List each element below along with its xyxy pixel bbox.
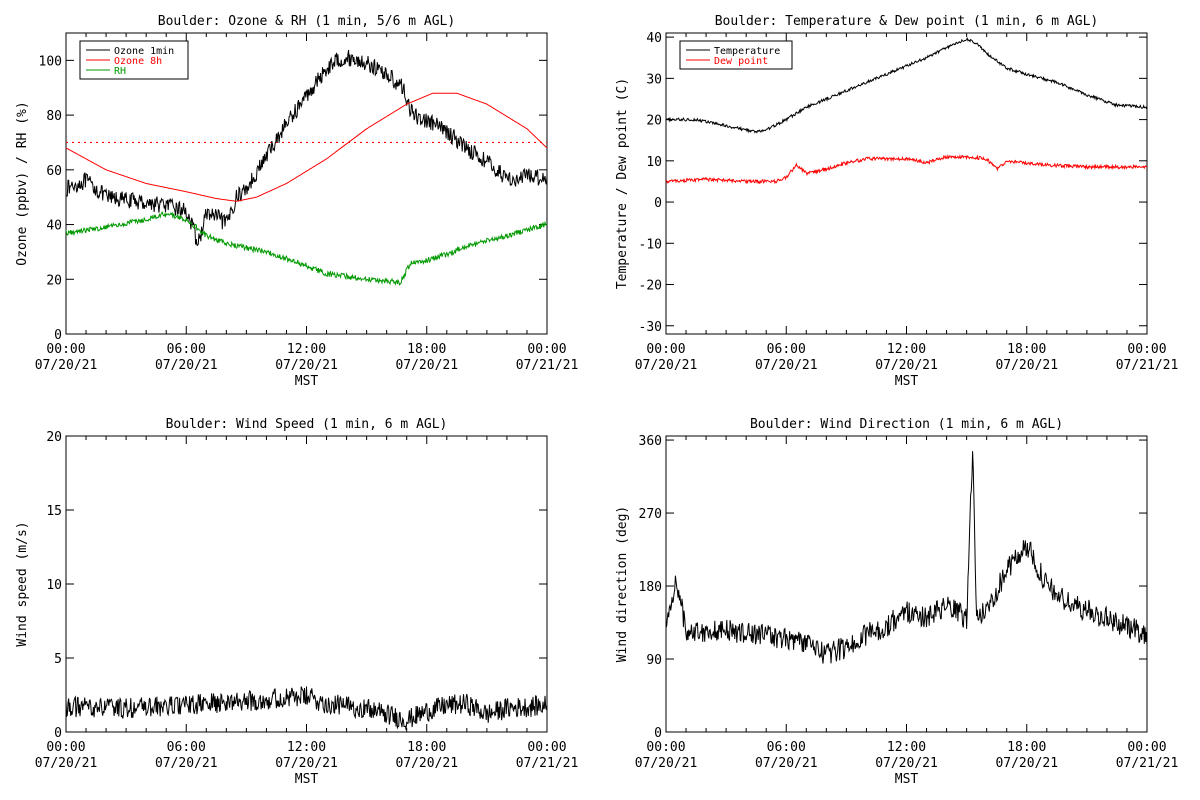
chart-title: Boulder: Wind Speed (1 min, 6 m AGL) xyxy=(166,417,448,432)
x-tick-date-label: 07/20/21 xyxy=(755,756,818,771)
y-tick-label: 60 xyxy=(46,164,62,179)
series-line-ozone-8h xyxy=(65,92,548,202)
x-tick-date-label: 07/21/21 xyxy=(516,756,579,771)
y-tick-label: -20 xyxy=(639,279,662,294)
legend-label: RH xyxy=(114,66,126,77)
x-tick-time-label: 00:00 xyxy=(46,740,85,755)
x-tick-time-label: 18:00 xyxy=(407,342,446,357)
x-tick-time-label: 00:00 xyxy=(1127,740,1166,755)
x-tick-time-label: 00:00 xyxy=(646,740,685,755)
y-tick-label: 15 xyxy=(46,504,62,519)
x-tick-time-label: 06:00 xyxy=(767,740,806,755)
y-tick-label: 0 xyxy=(54,726,62,741)
x-tick-date-label: 07/20/21 xyxy=(995,358,1058,373)
y-tick-label: 0 xyxy=(54,328,62,343)
y-tick-label: 90 xyxy=(646,653,662,668)
y-tick-label: -10 xyxy=(639,237,662,252)
x-axis-label: MST xyxy=(895,772,919,787)
legend-box xyxy=(679,40,793,70)
chart-title: Boulder: Temperature & Dew point (1 min,… xyxy=(715,14,1099,29)
y-tick-label: 0 xyxy=(654,726,662,741)
plot-frame xyxy=(665,435,1148,733)
x-tick-time-label: 00:00 xyxy=(46,342,85,357)
x-tick-date-label: 07/20/21 xyxy=(875,358,938,373)
x-axis-label: MST xyxy=(295,374,319,389)
legend-label: Temperature xyxy=(714,46,780,57)
x-tick-date-label: 07/20/21 xyxy=(755,358,818,373)
plot-frame xyxy=(665,32,1148,335)
series-line-data xyxy=(65,686,548,730)
x-tick-time-label: 00:00 xyxy=(527,740,566,755)
x-tick-date-label: 07/20/21 xyxy=(275,756,338,771)
x-tick-time-label: 06:00 xyxy=(767,342,806,357)
x-tick-time-label: 06:00 xyxy=(167,740,206,755)
y-axis-label: Wind speed (m/s) xyxy=(15,521,30,646)
x-tick-time-label: 12:00 xyxy=(287,740,326,755)
y-tick-label: -30 xyxy=(639,320,662,335)
chart-title: Boulder: Wind Direction (1 min, 6 m AGL) xyxy=(750,417,1063,432)
chart-panel-3: Boulder: Wind Speed (1 min, 6 m AGL) 0 5 10… xyxy=(15,417,578,787)
legend-label: Dew point xyxy=(714,56,768,67)
x-tick-date-label: 07/20/21 xyxy=(635,756,698,771)
x-tick-time-label: 12:00 xyxy=(887,740,926,755)
x-tick-date-label: 07/20/21 xyxy=(155,756,218,771)
legend-label: Ozone 8h xyxy=(114,56,162,67)
series-line-temperature xyxy=(665,37,1148,134)
x-tick-date-label: 07/21/21 xyxy=(1116,358,1179,373)
x-tick-time-label: 06:00 xyxy=(167,342,206,357)
x-tick-time-label: 00:00 xyxy=(527,342,566,357)
x-tick-time-label: 18:00 xyxy=(407,740,446,755)
y-tick-label: 0 xyxy=(654,196,662,211)
series-line-rh xyxy=(65,210,548,286)
y-tick-label: 20 xyxy=(646,114,662,129)
y-tick-label: 10 xyxy=(646,155,662,170)
x-tick-time-label: 18:00 xyxy=(1007,342,1046,357)
y-tick-label: 5 xyxy=(54,652,62,667)
x-tick-time-label: 00:00 xyxy=(1127,342,1166,357)
x-tick-time-label: 12:00 xyxy=(887,342,926,357)
y-axis-label: Temperature / Dew point (C) xyxy=(615,78,630,289)
y-axis-label: Wind direction (deg) xyxy=(615,506,630,663)
x-tick-date-label: 07/20/21 xyxy=(395,358,458,373)
chart-title: Boulder: Ozone & RH (1 min, 5/6 m AGL) xyxy=(158,14,455,29)
series-line-ozone-1min xyxy=(65,49,548,246)
y-axis-label: Ozone (ppbv) / RH (%) xyxy=(15,101,30,265)
series-line-dew-point xyxy=(665,153,1148,185)
y-tick-label: 100 xyxy=(39,54,62,69)
x-tick-date-label: 07/20/21 xyxy=(155,358,218,373)
y-tick-label: 20 xyxy=(46,273,62,288)
x-tick-date-label: 07/20/21 xyxy=(395,756,458,771)
x-tick-date-label: 07/20/21 xyxy=(275,358,338,373)
x-tick-date-label: 07/20/21 xyxy=(875,756,938,771)
x-tick-date-label: 07/20/21 xyxy=(995,756,1058,771)
y-tick-label: 80 xyxy=(46,109,62,124)
x-tick-date-label: 07/20/21 xyxy=(35,756,98,771)
y-tick-label: 270 xyxy=(639,507,662,522)
x-tick-date-label: 07/20/21 xyxy=(35,358,98,373)
x-tick-date-label: 07/21/21 xyxy=(516,358,579,373)
y-tick-label: 30 xyxy=(646,72,662,87)
x-axis-label: MST xyxy=(895,374,919,389)
x-tick-time-label: 00:00 xyxy=(646,342,685,357)
y-tick-label: 20 xyxy=(46,430,62,445)
y-tick-label: 40 xyxy=(646,31,662,46)
x-tick-date-label: 07/21/21 xyxy=(1116,756,1179,771)
series-line-data xyxy=(665,451,1148,664)
y-tick-label: 10 xyxy=(46,578,62,593)
x-tick-time-label: 18:00 xyxy=(1007,740,1046,755)
x-axis-label: MST xyxy=(295,772,319,787)
chart-panel-4: Boulder: Wind Direction (1 min, 6 m AGL)… xyxy=(615,417,1178,787)
x-tick-time-label: 12:00 xyxy=(287,342,326,357)
y-tick-label: 360 xyxy=(639,434,662,449)
chart-panel-2: Boulder: Temperature & Dew point (1 min,… xyxy=(615,14,1178,389)
chart-panel-1: Boulder: Ozone & RH (1 min, 5/6 m AGL) 0 2… xyxy=(15,14,578,389)
legend-label: Ozone 1min xyxy=(114,46,174,57)
y-tick-label: 180 xyxy=(639,580,662,595)
x-tick-date-label: 07/20/21 xyxy=(635,358,698,373)
y-tick-label: 40 xyxy=(46,219,62,234)
